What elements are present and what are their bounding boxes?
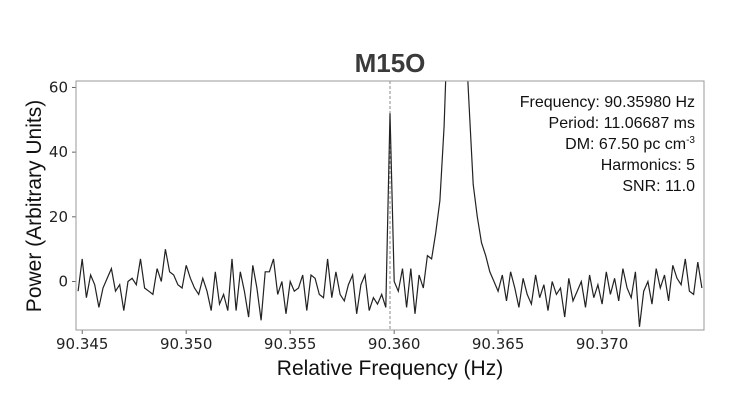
annotation-line: DM: 67.50 pc cm-3: [565, 135, 695, 153]
annotation-line: SNR: 11.0: [622, 178, 695, 195]
annotation-line: Frequency: 90.35980 Hz: [520, 94, 695, 111]
annotation-text: Period: 11.06687 ms: [549, 115, 695, 132]
annotation-line: Harmonics: 5: [601, 157, 695, 174]
plot-frame: [75, 80, 705, 331]
x-tick-label: 90.350: [160, 335, 213, 353]
x-axis-label: Relative Frequency (Hz): [277, 357, 503, 380]
y-tick-label: 40: [49, 143, 68, 161]
annotation-text: SNR: 11.0: [622, 178, 695, 195]
x-tick-label: 90.345: [56, 335, 109, 353]
x-tick-label: 90.355: [264, 335, 317, 353]
annotation-superscript: -3: [686, 135, 695, 146]
y-tick-label: 60: [49, 78, 68, 96]
y-tick-label: 20: [49, 208, 68, 226]
x-tick-label: 90.370: [576, 335, 629, 353]
y-tick-label: 0: [58, 272, 68, 290]
annotation-text: Harmonics: 5: [601, 157, 695, 174]
x-tick-label: 90.360: [368, 335, 421, 353]
annotation-text: DM: 67.50 pc cm: [565, 136, 686, 153]
x-tick-label: 90.365: [472, 335, 525, 353]
annotation-line: Period: 11.06687 ms: [549, 115, 695, 132]
chart-title: M15O: [355, 48, 426, 78]
annotation-text: Frequency: 90.35980 Hz: [520, 94, 695, 111]
y-axis-label: Power (Arbitrary Units): [23, 100, 46, 312]
series-line: [77, 81, 703, 327]
